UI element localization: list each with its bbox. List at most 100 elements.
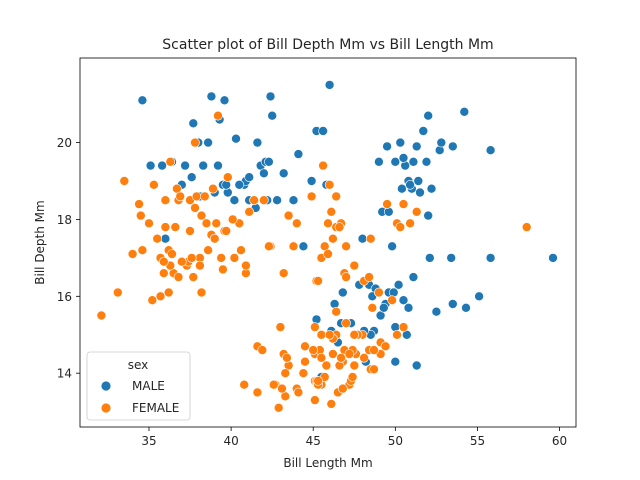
point-female [349, 260, 360, 271]
point-female [405, 218, 415, 229]
legend-marker-female [100, 402, 112, 414]
point-female [367, 302, 378, 313]
x-tick-label: 50 [388, 434, 403, 448]
point-female [275, 322, 286, 332]
x-tick-label: 55 [470, 434, 485, 448]
point-female [155, 291, 166, 302]
point-female [341, 272, 351, 282]
point-female [328, 349, 338, 359]
point-female [364, 272, 374, 282]
point-female [321, 360, 332, 371]
point-female [159, 268, 169, 279]
point-female [113, 287, 123, 298]
x-tick-label: 40 [223, 434, 238, 448]
point-male [157, 160, 167, 171]
point-female [96, 310, 107, 321]
point-male [293, 149, 304, 159]
point-female [163, 287, 174, 298]
point-male [413, 176, 424, 186]
point-male [408, 157, 419, 167]
legend-label-male: MALE [132, 379, 165, 393]
point-female [259, 195, 269, 205]
point-female [188, 272, 199, 282]
point-female [369, 364, 379, 375]
point-female [211, 218, 222, 229]
point-male [186, 172, 197, 182]
point-male [264, 157, 274, 167]
y-axis: 14 16 18 20 [57, 136, 80, 381]
point-male [288, 195, 299, 205]
point-female [334, 222, 345, 232]
point-female [119, 176, 130, 186]
points-layer [96, 80, 558, 413]
point-female [282, 352, 292, 363]
point-male [423, 110, 434, 121]
point-male [229, 195, 240, 205]
point-female [249, 195, 259, 205]
point-male [267, 110, 278, 121]
point-male [548, 253, 558, 263]
point-female [324, 180, 335, 190]
point-female [218, 264, 228, 275]
point-female [227, 214, 238, 225]
point-male [485, 253, 496, 263]
y-tick-label: 18 [57, 213, 72, 227]
point-male [203, 137, 213, 148]
point-male [137, 95, 148, 106]
point-male [459, 107, 470, 117]
point-female [313, 276, 323, 286]
point-female [313, 376, 323, 386]
point-female [137, 245, 148, 255]
point-male [390, 356, 401, 367]
point-female [316, 329, 327, 340]
point-male [411, 360, 422, 371]
point-female [326, 399, 337, 409]
point-male [408, 272, 419, 282]
point-male [223, 187, 233, 198]
point-female [365, 233, 376, 244]
point-female [310, 395, 320, 405]
point-female [521, 222, 532, 232]
point-female [291, 218, 302, 229]
point-female [349, 360, 360, 371]
point-male [219, 95, 230, 106]
point-female [300, 356, 310, 367]
point-male [357, 233, 368, 244]
point-female [209, 233, 220, 244]
point-female [280, 368, 291, 379]
point-female [223, 172, 233, 182]
point-female [165, 157, 176, 167]
point-female [326, 207, 337, 217]
point-female [236, 245, 246, 255]
legend-box [86, 351, 191, 421]
point-female [398, 322, 409, 332]
point-male [461, 302, 471, 313]
point-female [382, 199, 392, 209]
point-male [405, 180, 415, 190]
point-male [329, 299, 340, 309]
point-female [252, 387, 263, 398]
point-female [344, 349, 355, 359]
point-female [347, 372, 358, 382]
point-female [283, 210, 294, 221]
point-female [374, 287, 384, 298]
plot-frame [79, 57, 577, 428]
point-female [152, 233, 162, 244]
point-female [170, 222, 181, 232]
point-male [447, 299, 458, 309]
point-female [369, 345, 379, 355]
point-female [190, 203, 200, 213]
y-tick-label: 20 [57, 136, 72, 150]
x-tick-label: 35 [141, 434, 156, 448]
point-female [159, 256, 169, 267]
point-female [323, 218, 333, 229]
point-male [447, 141, 458, 152]
point-female [208, 183, 218, 194]
point-female [203, 245, 213, 255]
point-female [288, 241, 299, 252]
y-axis-label: Bill Depth Mm [33, 200, 47, 284]
point-female [216, 253, 226, 263]
point-male [382, 141, 392, 152]
point-female [190, 137, 200, 148]
